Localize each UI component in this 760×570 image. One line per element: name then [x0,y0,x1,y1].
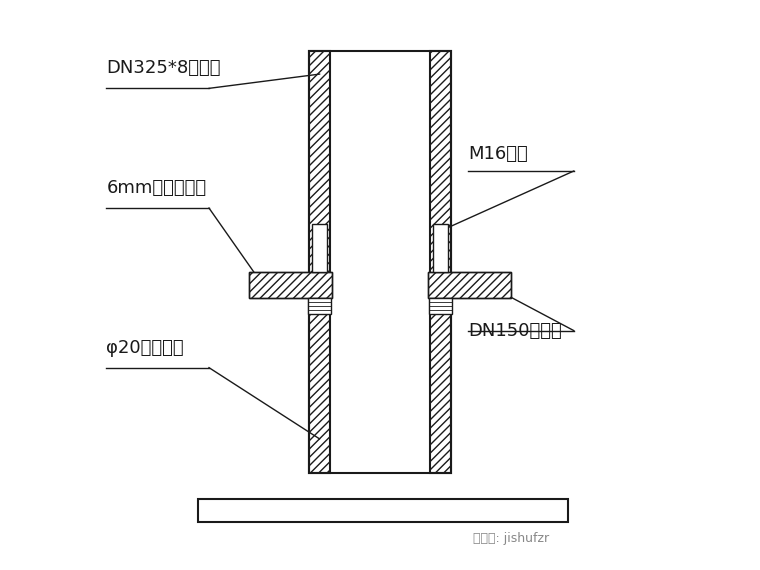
Bar [429,51,451,473]
Bar [433,224,448,272]
Bar [309,298,331,314]
Text: 微信号: jishufzr: 微信号: jishufzr [473,532,549,545]
Bar [429,272,511,298]
Bar [249,272,331,298]
Bar [249,272,331,298]
Bar [429,272,511,298]
Bar [429,272,511,298]
Bar [312,224,327,272]
Text: 6mm厚止水外环: 6mm厚止水外环 [106,179,207,197]
Text: φ20钉筋底座: φ20钉筋底座 [106,339,184,357]
Bar [249,272,331,298]
Text: M16联栓: M16联栓 [468,145,528,163]
Text: DN150管法兰: DN150管法兰 [468,321,562,340]
Bar [429,298,451,314]
Bar [309,51,331,473]
Bar [198,499,568,522]
Bar [309,51,451,473]
Bar [309,51,331,473]
Bar [429,51,451,473]
Text: DN325*8钉套管: DN325*8钉套管 [106,59,221,78]
